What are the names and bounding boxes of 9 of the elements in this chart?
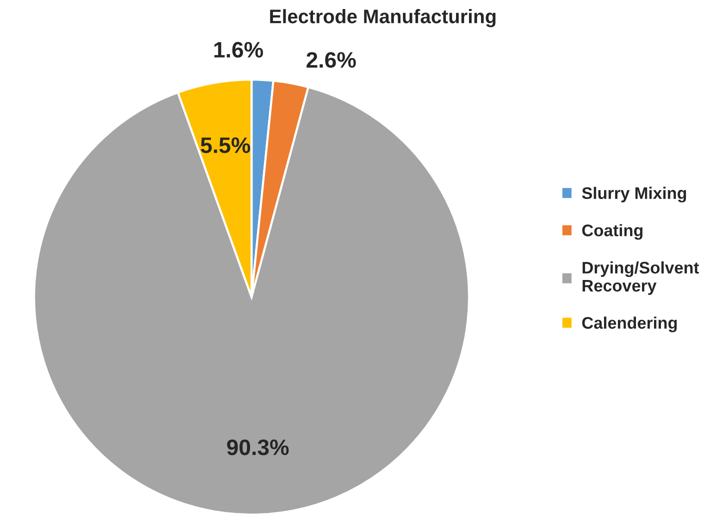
- data-label: 2.6%: [306, 52, 356, 68]
- data-label: 90.3%: [227, 439, 289, 456]
- legend-label: Slurry Mixing: [582, 186, 686, 202]
- data-label: 1.6%: [214, 42, 264, 58]
- data-label: 5.5%: [200, 137, 250, 154]
- legend-label: Coating: [582, 224, 642, 240]
- legend-label: Drying/Solvent Recovery: [582, 261, 699, 295]
- chart-title: Electrode Manufacturing: [270, 9, 496, 28]
- legend-label: Calendering: [582, 316, 677, 332]
